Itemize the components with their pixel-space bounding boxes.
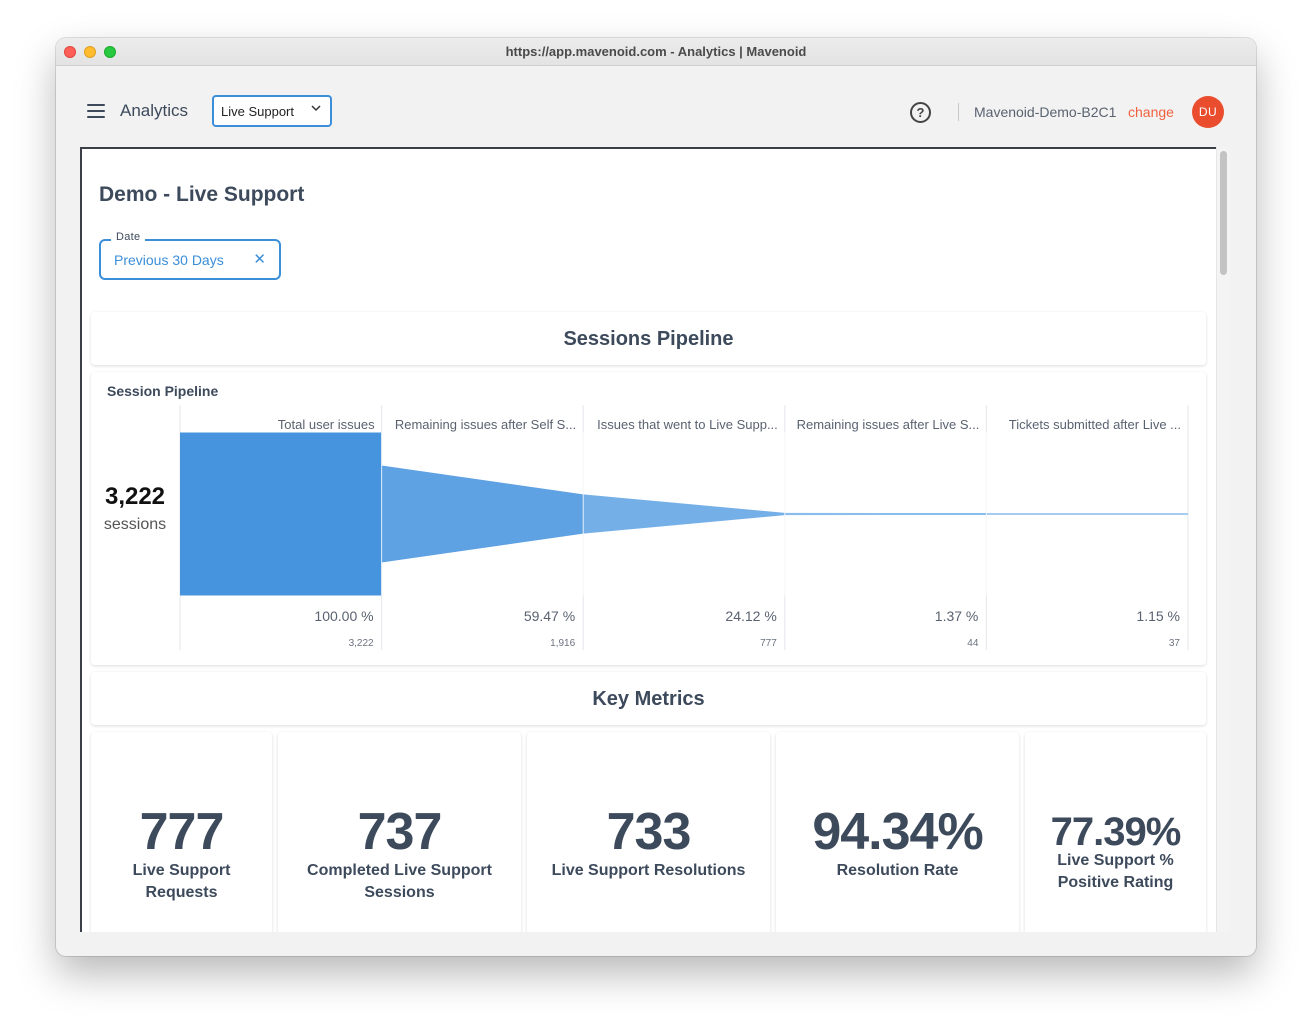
dashboard-content: Demo - Live Support Date Previous 30 Day… bbox=[80, 147, 1230, 932]
scrollbar[interactable] bbox=[1216, 147, 1230, 932]
hamburger-icon[interactable] bbox=[87, 104, 105, 118]
divider bbox=[958, 103, 959, 121]
funnel-stage-label: Remaining issues after Self S... bbox=[395, 417, 576, 432]
metric-label: Completed Live Support Sessions bbox=[307, 862, 492, 901]
funnel-stage-percent: 1.15 % bbox=[1136, 608, 1180, 624]
product-select-value: Live Support bbox=[221, 104, 294, 119]
metric-label: Resolution Rate bbox=[836, 862, 959, 879]
section-title: Sessions Pipeline bbox=[563, 328, 734, 350]
funnel-segment[interactable] bbox=[381, 465, 584, 563]
window-title: https://app.mavenoid.com - Analytics | M… bbox=[505, 44, 807, 59]
funnel-stage-percent: 100.00 % bbox=[314, 608, 373, 624]
metric-label: Live Support % Positive Rating bbox=[1057, 852, 1174, 891]
funnel-stage-percent: 59.47 % bbox=[524, 608, 575, 624]
metric-label: Live Support Requests bbox=[132, 862, 231, 901]
funnel-stage-label: Tickets submitted after Live ... bbox=[1009, 417, 1181, 432]
funnel-stage-count: 3,222 bbox=[349, 638, 374, 649]
key-metrics-header: Key Metrics bbox=[91, 672, 1206, 725]
date-filter-label: Date bbox=[111, 231, 146, 243]
close-icon[interactable]: ✕ bbox=[253, 251, 266, 268]
session-pipeline-card: Session Pipeline 3,222 sessions Total us… bbox=[91, 372, 1206, 665]
metric-value: 77.39% bbox=[1050, 810, 1182, 854]
scrollbar-thumb[interactable] bbox=[1220, 151, 1227, 275]
funnel-stage-count: 44 bbox=[967, 638, 979, 649]
funnel-stage-label: Total user issues bbox=[278, 417, 375, 432]
account-name: Mavenoid-Demo-B2C1 bbox=[974, 104, 1117, 120]
funnel-segment[interactable] bbox=[180, 432, 382, 596]
funnel-stage-percent: 24.12 % bbox=[725, 608, 776, 624]
funnel-stage-label: Issues that went to Live Supp... bbox=[597, 417, 778, 432]
funnel-stage-label: Remaining issues after Live S... bbox=[797, 417, 980, 432]
change-account-link[interactable]: change bbox=[1128, 104, 1174, 120]
app-title: Analytics bbox=[120, 101, 189, 120]
metric-value: 777 bbox=[139, 803, 225, 861]
section-title: Key Metrics bbox=[592, 688, 705, 710]
metric-card: 94.34% Resolution Rate bbox=[776, 732, 1019, 932]
product-select[interactable]: Live Support bbox=[212, 95, 332, 127]
app-bar: Analytics Live Support ? Mavenoid-Demo-B… bbox=[56, 67, 1256, 149]
funnel-stage-count: 37 bbox=[1169, 638, 1181, 649]
metric-label: Live Support Resolutions bbox=[551, 862, 746, 879]
funnel-stage-percent: 1.37 % bbox=[935, 608, 979, 624]
metric-value: 94.34% bbox=[812, 803, 983, 861]
funnel-segment[interactable] bbox=[986, 513, 1188, 515]
metric-value: 737 bbox=[357, 803, 443, 861]
page-title: Demo - Live Support bbox=[99, 183, 305, 206]
help-circle-icon[interactable]: ? bbox=[910, 102, 931, 123]
total-sessions-unit: sessions bbox=[103, 516, 167, 533]
metric-value: 733 bbox=[606, 803, 692, 861]
key-metrics-row: 777 Live Support Requests 737 Completed … bbox=[91, 732, 1206, 932]
funnel-stage-count: 1,916 bbox=[550, 638, 575, 649]
chart-title: Session Pipeline bbox=[107, 383, 219, 399]
metric-card: 733 Live Support Resolutions bbox=[527, 732, 770, 932]
total-sessions-value: 3,222 bbox=[104, 483, 166, 510]
avatar[interactable]: DU bbox=[1192, 96, 1224, 128]
minimize-window-button[interactable] bbox=[84, 46, 96, 58]
maximize-window-button[interactable] bbox=[104, 46, 116, 58]
date-filter[interactable]: Date Previous 30 Days ✕ bbox=[99, 231, 281, 280]
metric-card: 777 Live Support Requests bbox=[91, 732, 272, 932]
funnel-segment[interactable] bbox=[784, 512, 987, 516]
close-window-button[interactable] bbox=[64, 46, 76, 58]
sessions-pipeline-header: Sessions Pipeline bbox=[91, 312, 1206, 365]
title-bar: https://app.mavenoid.com - Analytics | M… bbox=[56, 38, 1256, 66]
date-filter-value: Previous 30 Days bbox=[114, 252, 224, 268]
funnel-segment[interactable] bbox=[583, 494, 785, 534]
metric-card: 737 Completed Live Support Sessions bbox=[278, 732, 521, 932]
metric-card: 77.39% Live Support % Positive Rating bbox=[1025, 732, 1206, 932]
browser-window: https://app.mavenoid.com - Analytics | M… bbox=[56, 38, 1256, 956]
chevron-down-icon bbox=[311, 102, 321, 116]
funnel-chart: Total user issues 100.00 % 3,222 Remaining … bbox=[179, 405, 1189, 650]
funnel-stage-count: 777 bbox=[760, 638, 777, 649]
